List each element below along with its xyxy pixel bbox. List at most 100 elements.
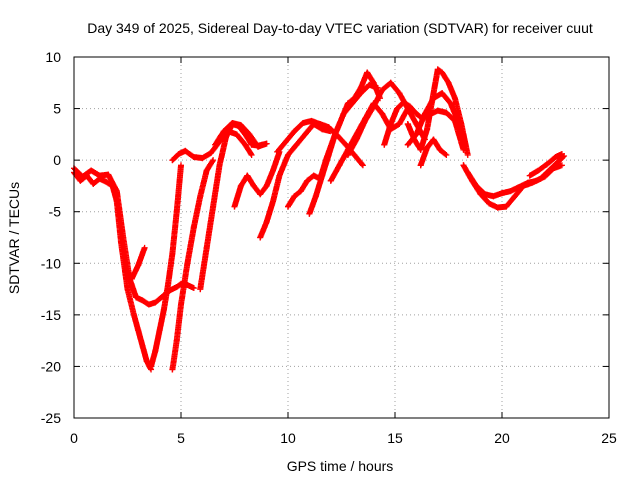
data-point — [400, 99, 407, 106]
data-point — [524, 179, 531, 186]
plot-frame — [73, 56, 610, 419]
data-point — [237, 122, 244, 129]
data-point — [257, 191, 264, 198]
series-marker-trail — [169, 128, 254, 164]
data-point — [285, 151, 291, 158]
data-point — [312, 193, 319, 200]
y-tick-label: -15 — [41, 307, 61, 323]
data-point — [207, 149, 214, 156]
data-point — [184, 260, 191, 267]
data-point — [270, 167, 277, 174]
data-point — [460, 162, 467, 169]
y-tick-label: -20 — [41, 358, 61, 374]
data-point — [220, 128, 227, 135]
data-point — [362, 117, 369, 124]
data-point — [430, 90, 437, 97]
data-point — [434, 107, 441, 114]
data-point — [486, 200, 493, 207]
data-point — [190, 285, 197, 292]
data-point — [79, 173, 86, 180]
data-point — [336, 162, 343, 169]
data-point — [503, 203, 510, 210]
data-point — [516, 183, 523, 190]
data-point — [344, 151, 351, 158]
data-point — [152, 299, 159, 306]
data-point — [490, 193, 497, 200]
data-point — [233, 131, 240, 138]
series-trace-5 — [169, 157, 217, 373]
data-point — [263, 182, 270, 189]
y-tick-labels: 10 5 0 -5 -10 -15 -20 -25 — [41, 49, 61, 426]
data-point — [439, 69, 446, 76]
series-trace-4 — [148, 162, 184, 370]
data-point — [332, 131, 339, 138]
y-tick-label: 5 — [53, 101, 61, 117]
y-tick-label: 10 — [45, 49, 61, 65]
data-point — [169, 157, 176, 164]
data-point — [511, 193, 518, 200]
data-point — [387, 79, 394, 86]
x-axis-label: GPS time / hours — [287, 458, 394, 474]
data-point — [199, 155, 206, 162]
data-point — [338, 115, 345, 122]
series-trace-11 — [274, 117, 366, 169]
data-point — [122, 265, 129, 272]
data-point — [421, 110, 428, 117]
data-point — [139, 342, 146, 349]
data-point — [533, 177, 540, 184]
chart-title: Day 349 of 2025, Sidereal Day-to-day VTE… — [87, 20, 593, 36]
data-point — [145, 301, 152, 308]
data-point — [445, 79, 452, 86]
data-point — [325, 151, 332, 158]
y-tick-label: -5 — [49, 204, 62, 220]
data-point — [417, 162, 424, 169]
data-point — [526, 172, 533, 179]
data-point — [124, 286, 131, 293]
data-point — [364, 69, 371, 76]
series-trace-18 — [404, 90, 469, 148]
data-point — [246, 131, 253, 138]
data-point — [366, 81, 373, 88]
data-point — [430, 136, 437, 143]
data-layer — [71, 66, 568, 373]
data-point — [351, 151, 358, 158]
data-point — [344, 100, 351, 107]
data-point — [190, 224, 197, 231]
series-trace-9 — [231, 148, 283, 210]
data-point — [413, 110, 420, 117]
data-point — [310, 172, 317, 179]
data-point — [285, 203, 291, 210]
data-point — [257, 234, 264, 241]
data-point — [274, 148, 281, 155]
data-point — [462, 141, 469, 148]
data-point — [413, 131, 420, 138]
y-axis-label: SDTVAR / TECUs — [6, 182, 22, 294]
x-tick-labels: 0 5 10 15 20 25 — [70, 430, 617, 446]
axis-ticks — [73, 56, 610, 419]
x-tick-label: 20 — [494, 430, 510, 446]
data-point — [175, 150, 182, 157]
data-point — [248, 151, 255, 158]
data-point — [88, 167, 95, 174]
data-point — [231, 203, 238, 210]
data-point — [396, 90, 403, 97]
data-point — [270, 198, 277, 205]
data-point — [443, 151, 450, 158]
x-tick-label: 0 — [70, 430, 78, 446]
data-point — [387, 121, 394, 128]
data-point — [541, 173, 548, 180]
data-point — [464, 151, 471, 158]
data-point — [139, 297, 146, 304]
data-point — [456, 121, 463, 128]
data-point — [216, 162, 223, 169]
data-point — [353, 136, 360, 143]
series-trace-22 — [526, 150, 565, 179]
data-point — [404, 141, 411, 148]
data-point — [535, 167, 542, 174]
data-point — [394, 105, 401, 112]
data-point — [550, 165, 557, 172]
data-point — [141, 244, 148, 251]
data-point — [558, 150, 565, 157]
data-point — [359, 162, 366, 169]
series-trace-8 — [212, 120, 270, 150]
